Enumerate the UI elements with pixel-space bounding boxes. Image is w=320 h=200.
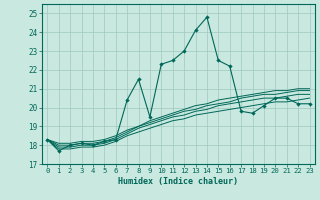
X-axis label: Humidex (Indice chaleur): Humidex (Indice chaleur) <box>118 177 238 186</box>
